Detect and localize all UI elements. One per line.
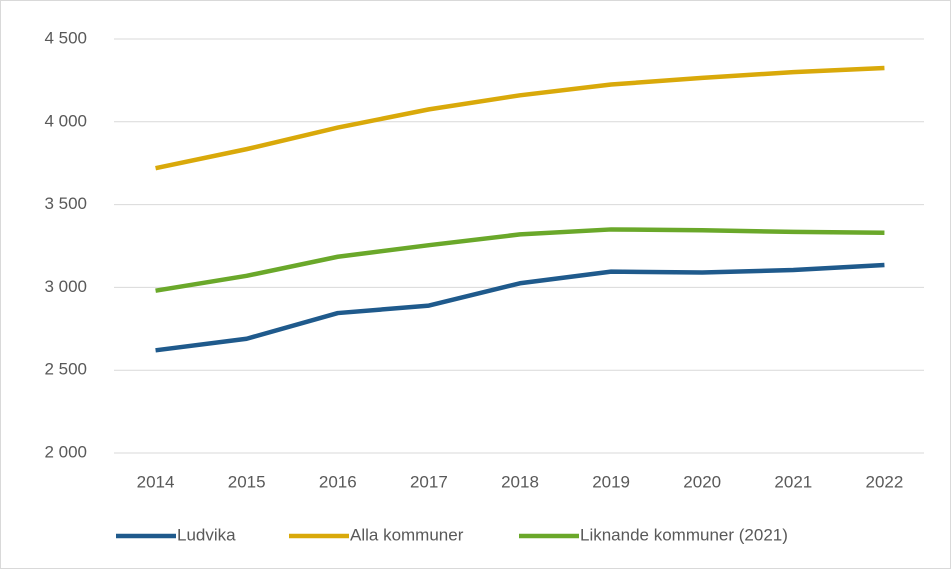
series-line — [155, 65, 885, 171]
y-tick-label: 4 500 — [44, 28, 87, 47]
x-tick-label: 2016 — [319, 472, 357, 491]
x-tick-label: 2018 — [501, 472, 539, 491]
legend-label: Alla kommuner — [350, 525, 464, 544]
y-tick-label: 3 000 — [44, 277, 87, 296]
series-line — [155, 262, 885, 353]
x-tick-label: 2020 — [683, 472, 721, 491]
legend-label: Ludvika — [177, 525, 236, 544]
x-tick-label: 2015 — [228, 472, 266, 491]
y-tick-label: 3 500 — [44, 194, 87, 213]
y-tick-label: 2 000 — [44, 442, 87, 461]
x-tick-label: 2017 — [410, 472, 448, 491]
x-tick-label: 2021 — [774, 472, 812, 491]
x-tick-label: 2022 — [866, 472, 904, 491]
x-tick-label: 2014 — [137, 472, 175, 491]
y-tick-label: 2 500 — [44, 360, 87, 379]
x-tick-label: 2019 — [592, 472, 630, 491]
legend-label: Liknande kommuner (2021) — [580, 525, 788, 544]
y-tick-label: 4 000 — [44, 111, 87, 130]
series-line — [155, 227, 885, 293]
